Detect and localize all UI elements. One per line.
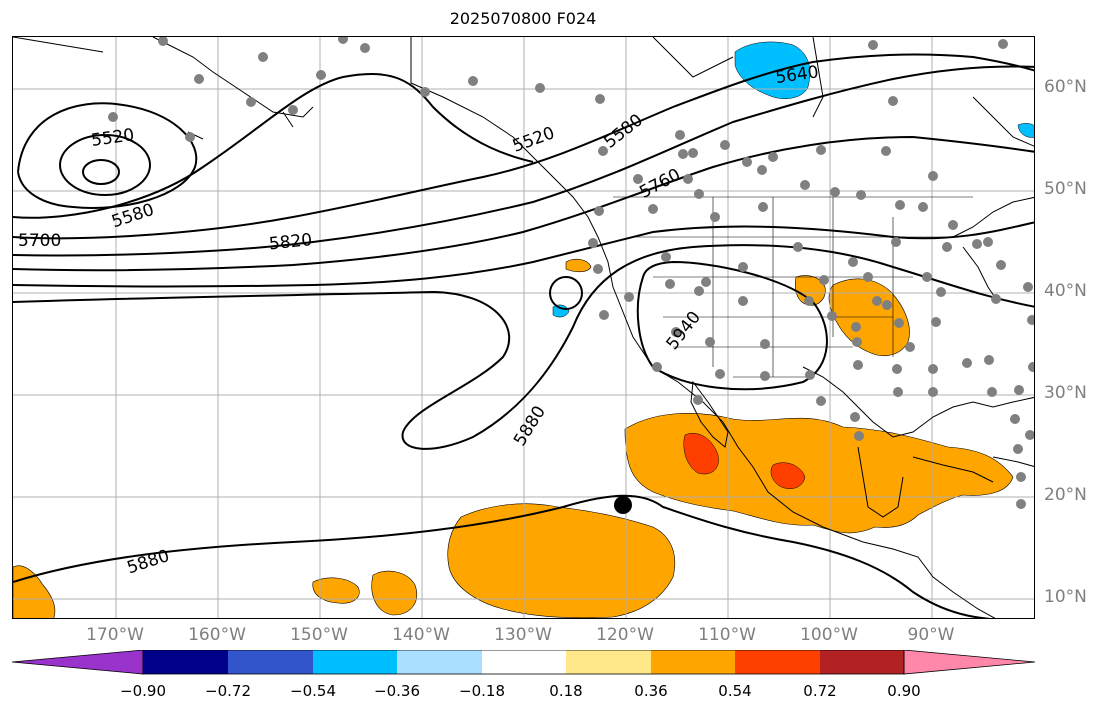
fill-area-red-gulf xyxy=(683,433,719,475)
lon-label-110: 110°W xyxy=(698,625,756,645)
fill-area-blue-east xyxy=(1017,123,1034,138)
fill-area-pacific-small2 xyxy=(371,570,417,616)
contour-label: 5880 xyxy=(125,546,172,578)
lat-label-60: 60°N xyxy=(1044,77,1087,97)
contour-label: 5820 xyxy=(268,230,313,254)
colorbar-tick-label: 0.72 xyxy=(803,682,837,700)
lon-label-150: 150°W xyxy=(290,625,348,645)
colorbar-extend-high xyxy=(903,650,1036,675)
colorbar-tick-label: 0.54 xyxy=(718,682,752,700)
lon-label-170: 170°W xyxy=(86,625,144,645)
colorbar xyxy=(11,650,1036,675)
colorbar-segment xyxy=(735,650,820,674)
contour-label: 5580 xyxy=(600,110,646,152)
lat-label-30: 30°N xyxy=(1044,383,1087,403)
map-canvas: 5520 5580 5700 5820 5880 5880 5940 5760 … xyxy=(13,37,1034,618)
colorbar-segment xyxy=(313,650,397,674)
height-contours xyxy=(13,53,1034,618)
colorbar-segment xyxy=(566,650,651,674)
colorbar-segment xyxy=(820,650,904,674)
lon-label-100: 100°W xyxy=(800,625,858,645)
map-title: 2025070800 F024 xyxy=(449,9,597,28)
contour-label: 5520 xyxy=(510,123,557,157)
colorbar-segment xyxy=(143,650,228,674)
station-dots xyxy=(108,37,1034,509)
colorbar-tick-label: 0.90 xyxy=(887,682,921,700)
fill-area-mexico xyxy=(624,412,1014,534)
lat-label-50: 50°N xyxy=(1044,179,1087,199)
lon-label-130: 130°W xyxy=(494,625,552,645)
lat-label-20: 20°N xyxy=(1044,485,1087,505)
contour-label: 5880 xyxy=(510,402,550,449)
colorbar-tick-label: −0.90 xyxy=(120,682,166,700)
colorbar-tick-label: −0.18 xyxy=(459,682,505,700)
colorbar-tick-label: −0.54 xyxy=(290,682,336,700)
map-panel: 5520 5580 5700 5820 5880 5880 5940 5760 … xyxy=(12,36,1035,619)
colorbar-tick-label: 0.18 xyxy=(549,682,583,700)
colorbar-tick-label: 0.36 xyxy=(634,682,668,700)
position-marker xyxy=(614,496,632,514)
colorbar-segment xyxy=(482,650,566,674)
fill-area-blue-canada xyxy=(734,41,811,99)
lat-label-10: 10°N xyxy=(1044,587,1087,607)
fill-area-pacific xyxy=(447,503,676,618)
lon-label-120: 120°W xyxy=(596,625,654,645)
fill-area-blue-pacific xyxy=(552,304,570,318)
lon-label-140: 140°W xyxy=(392,625,450,645)
fill-area-red-mexico xyxy=(770,462,806,489)
colorbar-extend-low xyxy=(11,650,144,675)
contour-label: 5700 xyxy=(18,231,61,251)
colorbar-tick-label: −0.72 xyxy=(205,682,251,700)
lon-label-90: 90°W xyxy=(907,625,955,645)
colorbar-segment xyxy=(397,650,482,674)
fill-area-california xyxy=(565,258,592,273)
colorbar-segment xyxy=(651,650,735,674)
fill-area-west-pacific xyxy=(13,565,56,618)
colorbar-tick-label: −0.36 xyxy=(374,682,420,700)
colorbar-segment xyxy=(228,650,313,674)
lon-label-160: 160°W xyxy=(188,625,246,645)
graticule xyxy=(13,37,1034,618)
lat-label-40: 40°N xyxy=(1044,281,1087,301)
contour-label: 5520 xyxy=(90,125,136,151)
